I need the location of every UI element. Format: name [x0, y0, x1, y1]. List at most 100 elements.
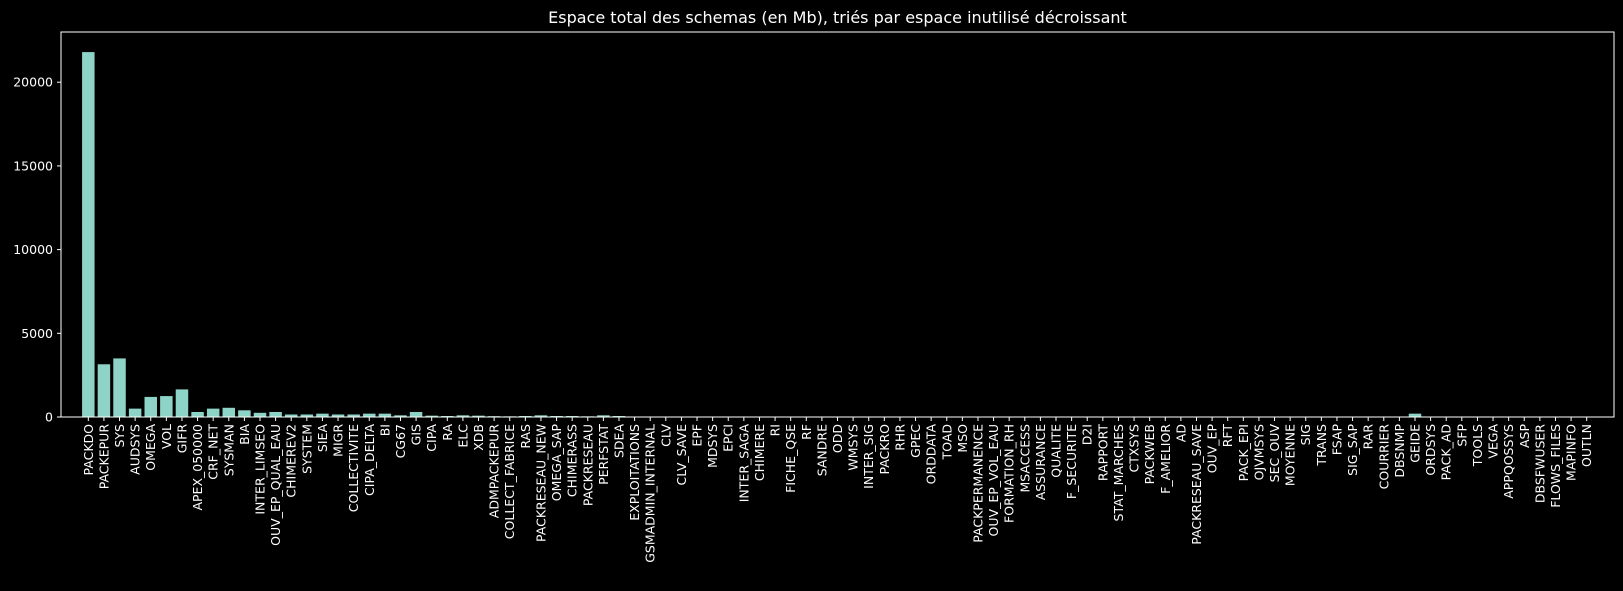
x-tick-label: PACK_EPI [1236, 424, 1251, 481]
x-tick-label: MSO [955, 424, 970, 453]
x-tick-label: MSACCESS [1017, 424, 1032, 493]
x-tick-label: SIEA [315, 424, 330, 453]
x-tick-label: OMEGA_SAP [549, 424, 564, 502]
x-tick-label: F_SECURITE [1064, 424, 1079, 499]
x-tick-label: GPEC [908, 424, 923, 458]
x-tick-label: MIGR [331, 424, 346, 457]
x-tick-label: PACKRESEAU_SAVE [1189, 424, 1204, 545]
x-tick-label: PACKPERMANENCE [970, 424, 985, 543]
x-tick-label: SYS [112, 424, 127, 448]
x-tick-label: COURRIER [1376, 424, 1391, 490]
x-tick-label: OUTLN [1579, 424, 1594, 467]
x-tick-label: ASP [1517, 424, 1532, 448]
x-tick-label: SFP [1454, 424, 1469, 447]
x-tick-label: TOOLS [1470, 424, 1485, 467]
y-tick-label: 20000 [13, 75, 53, 90]
x-tick-label: APPQOSSYS [1501, 424, 1516, 499]
bar-migr [331, 414, 345, 417]
bar-inter_limseo [253, 412, 267, 417]
bar-gis [409, 411, 423, 417]
x-tick-label: SIG [1298, 424, 1313, 445]
bar-geide [1408, 413, 1422, 417]
bar-ouv_ep_qual_eau [269, 411, 282, 417]
x-tick-label: STAT_MARCHES [1111, 424, 1126, 521]
x-tick-label: PERFSTAT [596, 424, 611, 485]
x-tick-label: EXPLOITATIONS [627, 424, 642, 521]
bar-xdb [472, 415, 485, 417]
x-tick-label: GIFR [174, 424, 189, 454]
x-tick-label: QUALITE [1049, 424, 1064, 478]
x-tick-label: PACKEPUR [96, 424, 111, 490]
x-tick-label: EPF [690, 424, 705, 447]
bar-cg67 [394, 415, 407, 417]
x-tick-label: VEGA [1486, 424, 1501, 459]
x-tick-label: SYSMAN [221, 424, 236, 476]
bar-packreseau_new [534, 415, 548, 417]
x-tick-label: PACKWEB [1142, 424, 1157, 484]
bar-ras [519, 415, 532, 417]
bar-system [300, 414, 314, 417]
x-tick-label: COLLECT_FABRICE [502, 424, 517, 539]
x-tick-label: CG67 [393, 424, 408, 458]
x-tick-label: TOAD [939, 424, 954, 460]
x-tick-label: CHIMEREV2 [284, 424, 299, 498]
x-tick-label: OUV_EP_VOL_EAU [986, 424, 1001, 536]
bar-collectivite [347, 414, 360, 417]
x-tick-label: WMSYS [846, 424, 861, 471]
bar-sys [113, 358, 126, 417]
x-tick-label: INTER_LIMSEO [253, 424, 268, 515]
x-tick-label: PACKRO [877, 424, 892, 475]
x-tick-label: INTER_SAGA [736, 424, 751, 503]
bar-siea [316, 413, 329, 417]
x-tick-label: DBSFWUSER [1532, 424, 1547, 503]
bar-ra [441, 415, 454, 417]
x-tick-label: TRANS [1314, 424, 1329, 467]
x-tick-label: MAPINFO [1564, 424, 1579, 481]
x-tick-label: CLV_SAVE [674, 424, 689, 486]
bar-packdo [82, 52, 95, 418]
x-tick-label: CTXSYS [1127, 424, 1142, 472]
bar-omega [144, 396, 157, 417]
x-tick-label: CRF_NET [206, 424, 221, 480]
chart-title: Espace total des schemas (en Mb), triés … [548, 8, 1127, 27]
x-tick-label: CIPA_DELTA [362, 424, 377, 496]
x-tick-label: OJVMSYS [1251, 424, 1266, 480]
x-tick-label: FLOWS_FILES [1548, 424, 1563, 508]
y-tick-label: 15000 [13, 158, 53, 173]
x-tick-label: RAR [1361, 424, 1376, 450]
x-tick-label: AD [1173, 424, 1188, 442]
x-tick-label: EPCI [721, 424, 736, 452]
x-tick-label: SYSTEM [299, 424, 314, 474]
x-tick-label: GSMADMIN_INTERNAL [643, 424, 658, 563]
x-tick-label: VOL [159, 424, 174, 449]
bar-packepur [97, 364, 111, 417]
x-tick-label: GEIDE [1407, 424, 1422, 463]
x-tick-label: ORDDATA [924, 424, 939, 485]
bar-sysman [222, 407, 236, 417]
x-tick-label: BIA [237, 424, 252, 445]
x-tick-label: SDEA [611, 424, 626, 458]
x-tick-label: PACK_AD [1439, 424, 1454, 480]
x-tick-label: ORDSYS [1423, 424, 1438, 476]
bar-bia [238, 410, 251, 417]
bar-crf_net [206, 408, 220, 417]
x-tick-label: DBSNMP [1392, 424, 1407, 478]
bar-audsys [128, 408, 142, 417]
bar-bi [378, 413, 392, 417]
x-tick-label: GIS [409, 424, 424, 445]
x-tick-label: BI [377, 424, 392, 436]
x-tick-label: RI [768, 424, 783, 436]
bar-vol [160, 396, 173, 417]
x-tick-label: ELC [455, 424, 470, 448]
x-tick-label: MDSYS [705, 424, 720, 468]
x-tick-label: APEX_050000 [190, 424, 205, 511]
x-tick-label: ADMPACKEPUR [487, 424, 502, 519]
bar-omega_sap [550, 415, 563, 417]
x-tick-label: PACKDO [81, 424, 96, 476]
x-tick-label: RF [799, 424, 814, 440]
x-tick-label: FORMATION_RH [1002, 424, 1017, 523]
x-tick-label: RFT [1220, 424, 1235, 448]
x-tick-label: CHIMERE [752, 424, 767, 481]
